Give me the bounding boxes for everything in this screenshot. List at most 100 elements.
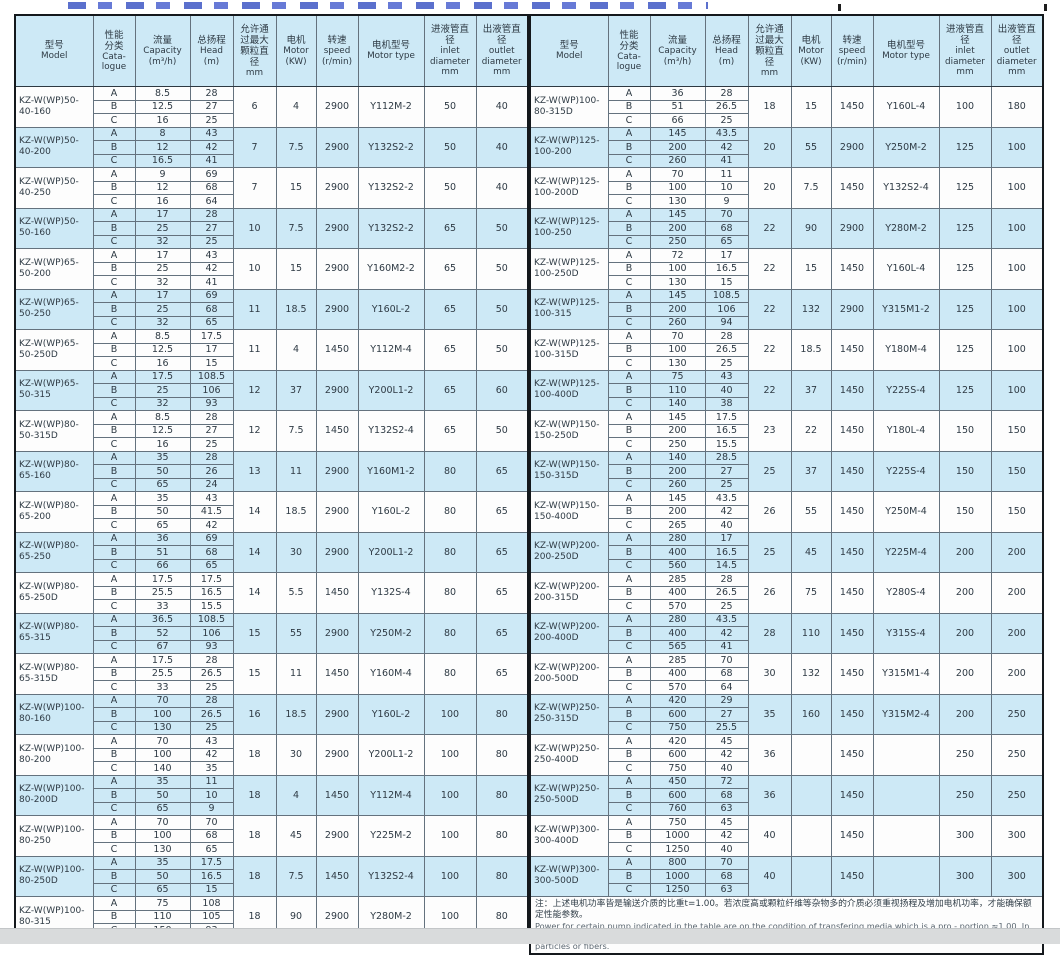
- spec-row: C 130 25: [15, 720, 528, 735]
- spec-row: KZ-W(WP)80- 65-250 A 36 69 14 30 2900 Y200L1-2 80…: [14, 531, 529, 573]
- head-cell: 93: [189, 639, 234, 654]
- spec-row: KZ-W(WP)300- 300-400D A 750 45 40 1450 300 300: [529, 815, 1044, 857]
- outlet-cell: 80: [475, 855, 529, 897]
- model-cell: KZ-W(WP)100- 80-250D: [14, 855, 94, 897]
- head-cell: 17.5: [189, 329, 234, 344]
- speed-cell: 2900: [315, 207, 359, 249]
- speed-cell: 2900: [830, 126, 874, 168]
- motor-kw-cell: 37: [275, 369, 317, 411]
- head-cell: 27: [704, 707, 749, 722]
- inlet-cell: 200: [938, 653, 992, 695]
- motor-kw-cell: 18.5: [275, 491, 317, 533]
- motor-type-cell: Y225S-4: [872, 369, 940, 411]
- capacity-cell: 265: [649, 518, 706, 533]
- catalogue-cell: C: [607, 801, 651, 816]
- head-cell: 10: [704, 180, 749, 195]
- capacity-cell: 200: [649, 504, 706, 519]
- head-cell: 42: [704, 828, 749, 843]
- capacity-cell: 145: [649, 491, 706, 506]
- motor-kw-cell: 132: [790, 653, 832, 695]
- catalogue-cell: C: [92, 275, 136, 290]
- capacity-cell: 1250: [649, 882, 706, 897]
- inlet-cell: 100: [423, 815, 477, 857]
- head-cell: 108.5: [189, 612, 234, 627]
- capacity-cell: 17: [134, 288, 191, 303]
- head-cell: 43: [189, 126, 234, 141]
- capacity-cell: 35: [134, 491, 191, 506]
- catalogue-cell: C: [607, 558, 651, 573]
- inlet-cell: 150: [938, 491, 992, 533]
- head-cell: 27: [189, 423, 234, 438]
- capacity-cell: 12: [134, 140, 191, 155]
- head-cell: 25.5: [704, 720, 749, 735]
- inlet-cell: 300: [938, 815, 992, 857]
- speed-cell: 2900: [315, 531, 359, 573]
- model-cell: KZ-W(WP)65- 50-250: [14, 288, 94, 330]
- model-cell: KZ-W(WP)80- 65-160: [14, 450, 94, 492]
- inlet-cell: 150: [938, 450, 992, 492]
- spec-row: B 50 16.5: [15, 869, 528, 884]
- capacity-cell: 130: [134, 842, 191, 857]
- capacity-cell: 260: [649, 315, 706, 330]
- model-cell: KZ-W(WP)50- 40-200: [14, 126, 94, 168]
- motor-kw-cell: 7.5: [790, 167, 832, 209]
- catalogue-cell: B: [607, 626, 651, 641]
- head-cell: 63: [704, 801, 749, 816]
- capacity-cell: 560: [649, 558, 706, 573]
- catalogue-cell: C: [607, 356, 651, 371]
- col-header-motor-type-line: Motor type: [367, 51, 415, 62]
- capacity-cell: 12.5: [134, 342, 191, 357]
- spec-row: KZ-W(WP)150- 150-400D A 145 43.5 26 55 1450 Y250…: [529, 491, 1044, 533]
- col-header-outlet-line: mm: [1008, 67, 1026, 78]
- outlet-cell: 100: [990, 248, 1044, 290]
- catalogue-cell: A: [92, 734, 136, 749]
- spec-row: C 260 41: [530, 153, 1043, 168]
- head-cell: 43: [189, 491, 234, 506]
- catalogue-cell: B: [607, 342, 651, 357]
- spec-row: KZ-W(WP)100- 80-200 A 70 43 18 30 2900 Y200L1-2 1…: [14, 734, 529, 776]
- inlet-cell: 125: [938, 329, 992, 371]
- catalogue-cell: A: [607, 329, 651, 344]
- motor-type-cell: Y280S-4: [872, 572, 940, 614]
- head-cell: 42: [189, 518, 234, 533]
- model-cell: KZ-W(WP)65- 50-250D: [14, 329, 94, 371]
- outlet-cell: 40: [475, 167, 529, 209]
- catalogue-cell: A: [92, 612, 136, 627]
- particle-cell: 25: [747, 450, 792, 492]
- capacity-cell: 17: [134, 248, 191, 263]
- spec-row: B 52 106: [15, 626, 528, 641]
- capacity-cell: 35: [134, 450, 191, 465]
- col-header-particle-line: 颗粒直: [240, 45, 269, 57]
- spec-row: C 565 41: [530, 639, 1043, 654]
- capacity-cell: 420: [649, 693, 706, 708]
- spec-row: C 16.5 41: [15, 153, 528, 168]
- capacity-cell: 36: [649, 86, 706, 101]
- catalogue-cell: B: [607, 423, 651, 438]
- col-header-speed-line: 转速: [327, 35, 347, 46]
- spec-row: KZ-W(WP)125- 100-200 A 145 43.5 20 55 2900 Y250M…: [529, 126, 1044, 168]
- motor-kw-cell: [790, 855, 832, 897]
- col-header-inlet-line: 进液管直: [945, 24, 984, 36]
- col-header-model-line: 型号: [44, 40, 64, 52]
- capacity-cell: 12.5: [134, 99, 191, 114]
- col-header-catalogue-line: Cata-: [617, 51, 641, 62]
- particle-cell: 40: [747, 815, 792, 857]
- catalogue-cell: B: [92, 221, 136, 236]
- head-cell: 28: [189, 450, 234, 465]
- motor-kw-cell: 75: [790, 572, 832, 614]
- head-cell: 68: [704, 869, 749, 884]
- capacity-cell: 260: [649, 477, 706, 492]
- model-cell: KZ-W(WP)100- 80-200: [14, 734, 94, 776]
- outlet-cell: 65: [475, 491, 529, 533]
- catalogue-cell: C: [607, 842, 651, 857]
- col-header-inlet-line: inlet: [955, 46, 975, 57]
- motor-type-cell: Y225M-2: [357, 815, 425, 857]
- head-cell: 65: [189, 558, 234, 573]
- spec-row: B 25.5 26.5: [15, 666, 528, 681]
- motor-kw-cell: 18.5: [275, 693, 317, 735]
- capacity-cell: 32: [134, 396, 191, 411]
- capacity-cell: 16: [134, 113, 191, 128]
- motor-kw-cell: 132: [790, 288, 832, 330]
- particle-cell: 26: [747, 491, 792, 533]
- motor-type-cell: Y112M-4: [357, 329, 425, 371]
